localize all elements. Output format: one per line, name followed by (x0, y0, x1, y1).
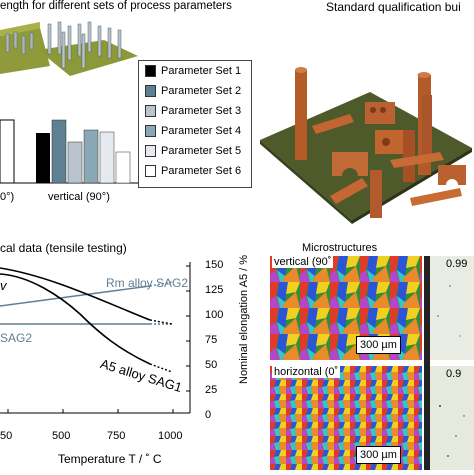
y-tick: 150 (205, 259, 224, 271)
strength-chart-title: ength for different sets of process para… (0, 0, 232, 12)
density-value-horizontal: 0.9 (446, 368, 462, 380)
legend-item: Parameter Set 6 (145, 163, 241, 179)
bar-vertical-set3 (67, 141, 83, 184)
x-axis-label: Temperature T / ˚ C (58, 452, 162, 466)
right-axis-label: Nominal elongation A5 / % (238, 254, 250, 384)
vertical-orientation-label: vertical (90˚ (272, 256, 334, 268)
qualification-build-title: Standard qualification bui (326, 0, 461, 14)
build-plate-render (260, 67, 472, 224)
x-tick: 500 (52, 430, 71, 442)
curve-label-sag2: SAG2 (0, 331, 33, 345)
bar-vertical-set1 (36, 133, 50, 183)
bar-vertical-set5 (99, 131, 115, 184)
build-plate-vertical-thumbnail (38, 21, 138, 76)
y-tick: 75 (205, 334, 218, 346)
x-label-vertical: vertical (90°) (48, 191, 110, 203)
bar-vertical-set2 (51, 119, 67, 184)
y-tick: 25 (205, 384, 218, 396)
build-plate-horizontal-thumbnail (0, 22, 50, 74)
strength-bar-chart (0, 119, 138, 184)
curve-label-w: v (0, 278, 7, 293)
legend-item: Parameter Set 2 (145, 83, 241, 99)
tensile-line-chart (0, 262, 191, 414)
y-tick: 50 (205, 359, 218, 371)
y-tick: 100 (205, 309, 224, 321)
horizontal-orientation-label: horizontal (0˚ (272, 366, 341, 378)
density-image-horizontal (430, 366, 474, 470)
tensile-chart-title: cal data (tensile testing) (0, 241, 127, 255)
bar-vertical-set4 (83, 129, 99, 184)
x-tick: 50 (0, 430, 13, 442)
image-separator (424, 256, 430, 470)
a5-sag1-line (0, 273, 151, 365)
curve-label-rm-sag2: Rm alloy SAG2 (106, 276, 189, 290)
x-tick: 750 (107, 430, 126, 442)
x-label-horizontal: 0°) (0, 191, 15, 203)
legend-item: Parameter Set 1 (145, 63, 241, 79)
rm-sag1-line (0, 267, 151, 321)
parameter-legend: Parameter Set 1 Parameter Set 2 Paramete… (138, 60, 252, 188)
density-value-vertical: 0.99 (446, 258, 468, 270)
legend-item: Parameter Set 4 (145, 123, 241, 139)
scale-bar-bottom: 300 µm (356, 446, 401, 464)
bar-horizontal-set6 (0, 119, 15, 184)
density-image-vertical (430, 256, 474, 360)
rm-sag2-line (0, 285, 151, 307)
y-tick: 0 (205, 409, 212, 421)
bar-vertical-set6 (115, 151, 131, 184)
legend-item: Parameter Set 5 (145, 143, 241, 159)
microstructures-title: Microstructures (302, 242, 378, 254)
legend-item: Parameter Set 3 (145, 103, 241, 119)
y-tick: 125 (205, 284, 224, 296)
x-tick: 1000 (158, 430, 183, 442)
scale-bar-top: 300 µm (356, 336, 401, 354)
